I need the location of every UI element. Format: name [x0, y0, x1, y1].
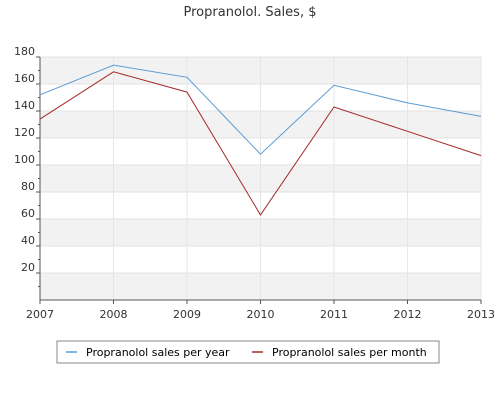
- y-tick-label: 20: [21, 261, 35, 274]
- y-tick-label: 120: [14, 126, 35, 139]
- y-tick-label: 100: [14, 153, 35, 166]
- legend-box: [56, 340, 440, 364]
- axes: 20 40 60 80 100 120 140 160 180 2007 2008 2009 2010 2…: [14, 45, 495, 321]
- chart-title: Propranolol. Sales, $: [184, 5, 317, 20]
- x-tick-label: 2012: [394, 308, 422, 321]
- x-tick-label: 2008: [100, 308, 128, 321]
- legend-label-1: Propranolol sales per year: [86, 346, 230, 359]
- series-line-2: [39, 71, 482, 216]
- y-tick-label: 160: [14, 72, 35, 85]
- series-line-1: [39, 64, 482, 155]
- x-tick-label: 2010: [247, 308, 275, 321]
- y-tick-label: 180: [14, 45, 35, 58]
- y-tick-label: 140: [14, 99, 35, 112]
- y-tick-label: 80: [21, 180, 35, 193]
- y-tick-label: 60: [21, 207, 35, 220]
- series-lines: [39, 64, 482, 216]
- x-tick-label: 2007: [26, 308, 54, 321]
- x-tick-label: 2009: [173, 308, 201, 321]
- x-tick-label: 2011: [320, 308, 348, 321]
- legend-label-2: Propranolol sales per month: [272, 346, 427, 359]
- y-tick-label: 40: [21, 234, 35, 247]
- legend: Propranolol sales per year Propranolol sa…: [56, 340, 440, 364]
- x-tick-label: 2013: [467, 308, 495, 321]
